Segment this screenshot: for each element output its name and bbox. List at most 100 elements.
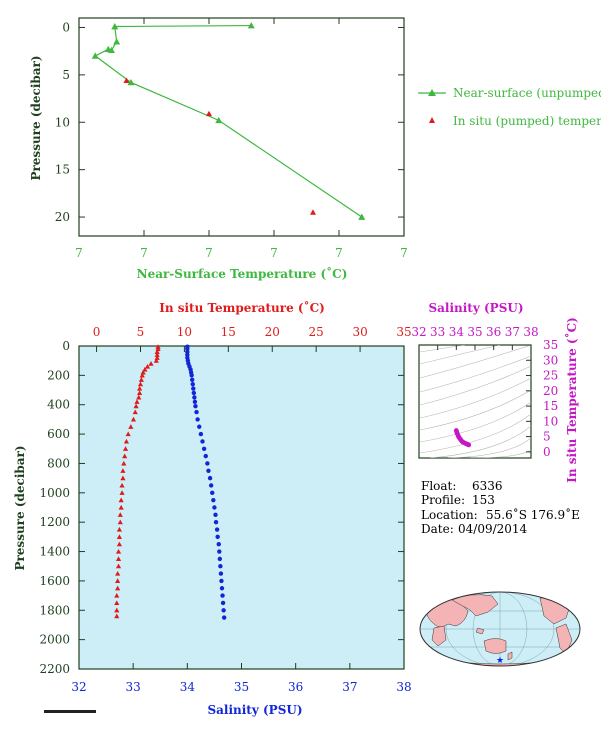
temperature-point [120,468,126,473]
salinity-ticks: 32 33 34 35 36 37 38 [71,663,412,694]
temperature-point [116,534,123,539]
temperature-point [115,556,122,561]
top-y-axis-label: Pressure (decibar) [29,55,43,180]
salinity-point [219,586,225,591]
salinity-point [208,483,214,488]
pressure-tick-label: 1400 [39,545,70,559]
near-surface-temperature-point [111,23,119,30]
in-situ-temperature-points [123,77,316,215]
temperature-point [122,453,128,459]
salinity-point [213,519,219,525]
salinity-point [213,512,218,518]
top-y-tick-label: 15 [55,163,70,177]
in-situ-temperature-point [123,77,130,83]
near-surface-temperature-point [113,38,121,45]
pressure-tick-label: 600 [47,427,70,441]
salinity-tick-label: 38 [396,680,411,694]
ts-density-contours [419,345,531,458]
pressure-tick-label: 1600 [39,574,70,588]
pressure-tick-label: 1000 [39,486,70,500]
temperature-point [125,431,131,437]
salinity-profile [185,344,227,620]
date-value: 04/09/2014 [458,522,528,536]
top-y-tick-label: 5 [62,68,70,82]
top-x-tick-label: 7 [75,246,83,260]
temperature-point [139,372,145,378]
pressure-ticks: 0 200 400 600 800 1000 1200 1400 1600 1800 2000 220… [39,339,404,676]
salinity-point [221,615,227,620]
salinity-point [210,490,215,496]
salinity-point [195,417,200,422]
salinity-point [191,390,197,396]
temperature-point [133,403,139,409]
ts-salinity-tick-label: 38 [523,325,538,339]
temperature-tick-label: 5 [137,325,145,339]
main-y-axis-label: Pressure (decibar) [13,445,27,570]
main-chart: 0200400600800100012001400160018002000220… [13,300,412,717]
ts-salinity-tick-label: 32 [411,325,426,339]
salinity-point [197,424,202,429]
ts-temperature-tick-label: 25 [543,369,558,383]
temperature-point [119,490,125,495]
float-info: Float: 6336 Profile: 153 Location: 55.6˚… [421,479,580,536]
salinity-point [190,377,195,382]
main-plot-background [79,346,404,669]
top-x-tick-label: 7 [205,246,213,260]
temperature-point [115,578,121,583]
temperature-point [154,349,160,354]
salinity-point [211,497,216,503]
salinity-point [206,468,211,473]
footer-stamp [44,710,96,713]
temperature-point [137,390,143,396]
salinity-point [217,549,222,554]
temperature-point [140,369,146,375]
salinity-point [193,403,198,409]
top-x-tick-label: 7 [335,246,343,260]
temperature-point [154,355,160,360]
ts-temperature-tick-label: 20 [543,384,558,398]
profile-value: 153 [472,493,495,507]
temperature-point [114,600,120,606]
temperature-point [116,541,123,547]
temperature-point [134,399,140,404]
temperature-point [138,377,144,382]
temperature-point [123,438,130,444]
temperature-point [144,363,151,369]
temperature-point [114,613,120,619]
temperature-point [119,482,125,488]
top-y-tick-label: 10 [55,115,70,129]
salinity-point [217,556,223,562]
top-x-tick-label: 7 [140,246,148,260]
pressure-tick-label: 800 [47,456,70,470]
salinity-point [220,600,226,606]
salinity-tick-label: 33 [126,680,141,694]
location-value: 55.6˚S 176.9˚E [486,507,580,522]
pressure-tick-label: 0 [62,339,70,353]
temperature-point [115,563,122,569]
salinity-point [215,534,220,540]
ts-temperature-tick-label: 10 [543,414,558,428]
salinity-point [220,593,225,598]
pressure-tick-label: 400 [47,398,70,412]
ts-plot-frame [418,344,532,459]
salinity-point [194,409,199,415]
ts-salinity-tick-label: 34 [449,325,465,339]
salinity-point [198,431,204,437]
near-surface-temperature-points [91,22,366,220]
map-border [419,591,581,667]
salinity-point [192,395,197,400]
salinity-tick-label: 32 [71,680,86,694]
temperature-tick-label: 30 [352,325,367,339]
pressure-tick-label: 1200 [39,515,70,529]
ts-temperature-tick-label: 5 [543,430,551,444]
salinity-tick-label: 37 [342,680,357,694]
salinity-point [191,386,196,391]
ts-temperature-tick-label: 0 [543,445,551,459]
salinity-tick-label: 35 [234,680,249,694]
salinity-point [201,446,207,451]
salinity-point [218,564,223,569]
pressure-tick-label: 2000 [39,633,70,647]
